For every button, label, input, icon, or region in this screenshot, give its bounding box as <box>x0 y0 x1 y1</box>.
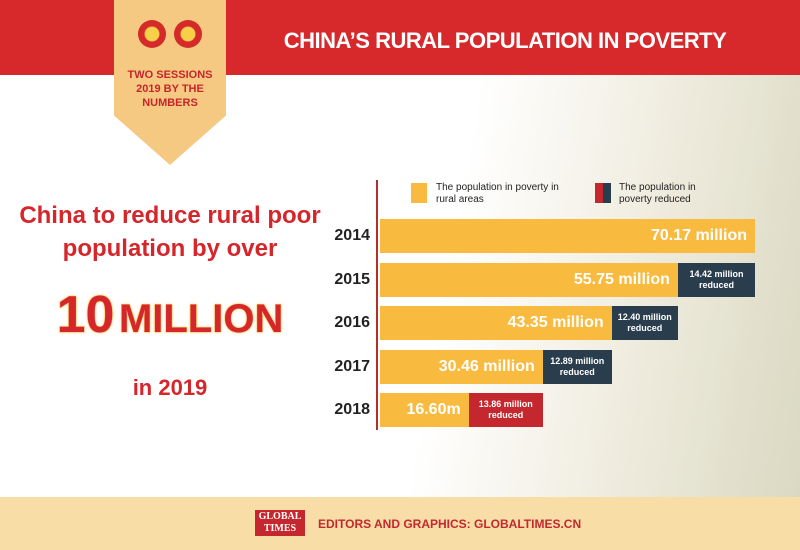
badge-line: NUMBERS <box>142 97 198 109</box>
bar <box>611 306 678 340</box>
headline: China to reduce rural poor <box>19 202 321 229</box>
bar <box>677 262 755 297</box>
logo-line: GLOBAL <box>258 511 302 522</box>
value-label: 16.60m <box>406 401 461 418</box>
credit: EDITORS AND GRAPHICS: GLOBALTIMES.CN <box>318 517 582 531</box>
legend-swatch <box>595 183 611 203</box>
badge-line: TWO SESSIONS <box>127 69 213 81</box>
bar <box>380 262 678 297</box>
logo: GLOBAL TIMES <box>255 510 305 536</box>
value-label: 55.75 million <box>573 270 670 288</box>
title: CHINA’S RURAL POPULATION IN POVERTY <box>283 28 727 53</box>
year-label: 2018 <box>334 401 370 418</box>
year-label: 2017 <box>334 357 370 375</box>
footer-band <box>0 497 800 550</box>
emblem <box>138 20 166 48</box>
badge-line: 2019 BY THE <box>136 83 204 95</box>
bar <box>542 349 612 384</box>
bar <box>380 349 543 384</box>
value-label: 30.46 million <box>438 357 535 375</box>
legend-label: The population in poverty in rural areas <box>436 182 559 205</box>
value-label: 13.86 million reduced <box>478 399 533 420</box>
bar <box>468 393 543 427</box>
year-label: 2016 <box>334 314 370 331</box>
value-label: 12.40 million reduced <box>617 312 672 333</box>
value-label: 14.42 million reduced <box>689 268 744 290</box>
bar <box>380 306 612 340</box>
logo-line: TIMES <box>263 523 297 534</box>
legend-label: The population in poverty reduced <box>619 182 696 205</box>
legend-swatch <box>411 183 427 203</box>
value-label: 12.89 million reduced <box>550 355 605 377</box>
axis-line <box>376 180 378 430</box>
unit: MILLION <box>118 297 284 342</box>
emblem <box>174 20 202 48</box>
bar <box>380 393 469 427</box>
value-label: 70.17 million <box>650 227 747 244</box>
year-label: 2014 <box>334 227 370 244</box>
badge-text: TWO SESSIONS 2019 BY THE NUMBERS <box>114 68 226 110</box>
big-number: 10 MILLION <box>5 285 335 345</box>
number: 10 <box>56 286 115 345</box>
headline-year: in 2019 <box>132 375 208 400</box>
year-label: 2015 <box>334 270 370 288</box>
value-label: 43.35 million <box>507 314 604 331</box>
bar <box>380 219 755 253</box>
headline: population by over <box>62 235 278 262</box>
